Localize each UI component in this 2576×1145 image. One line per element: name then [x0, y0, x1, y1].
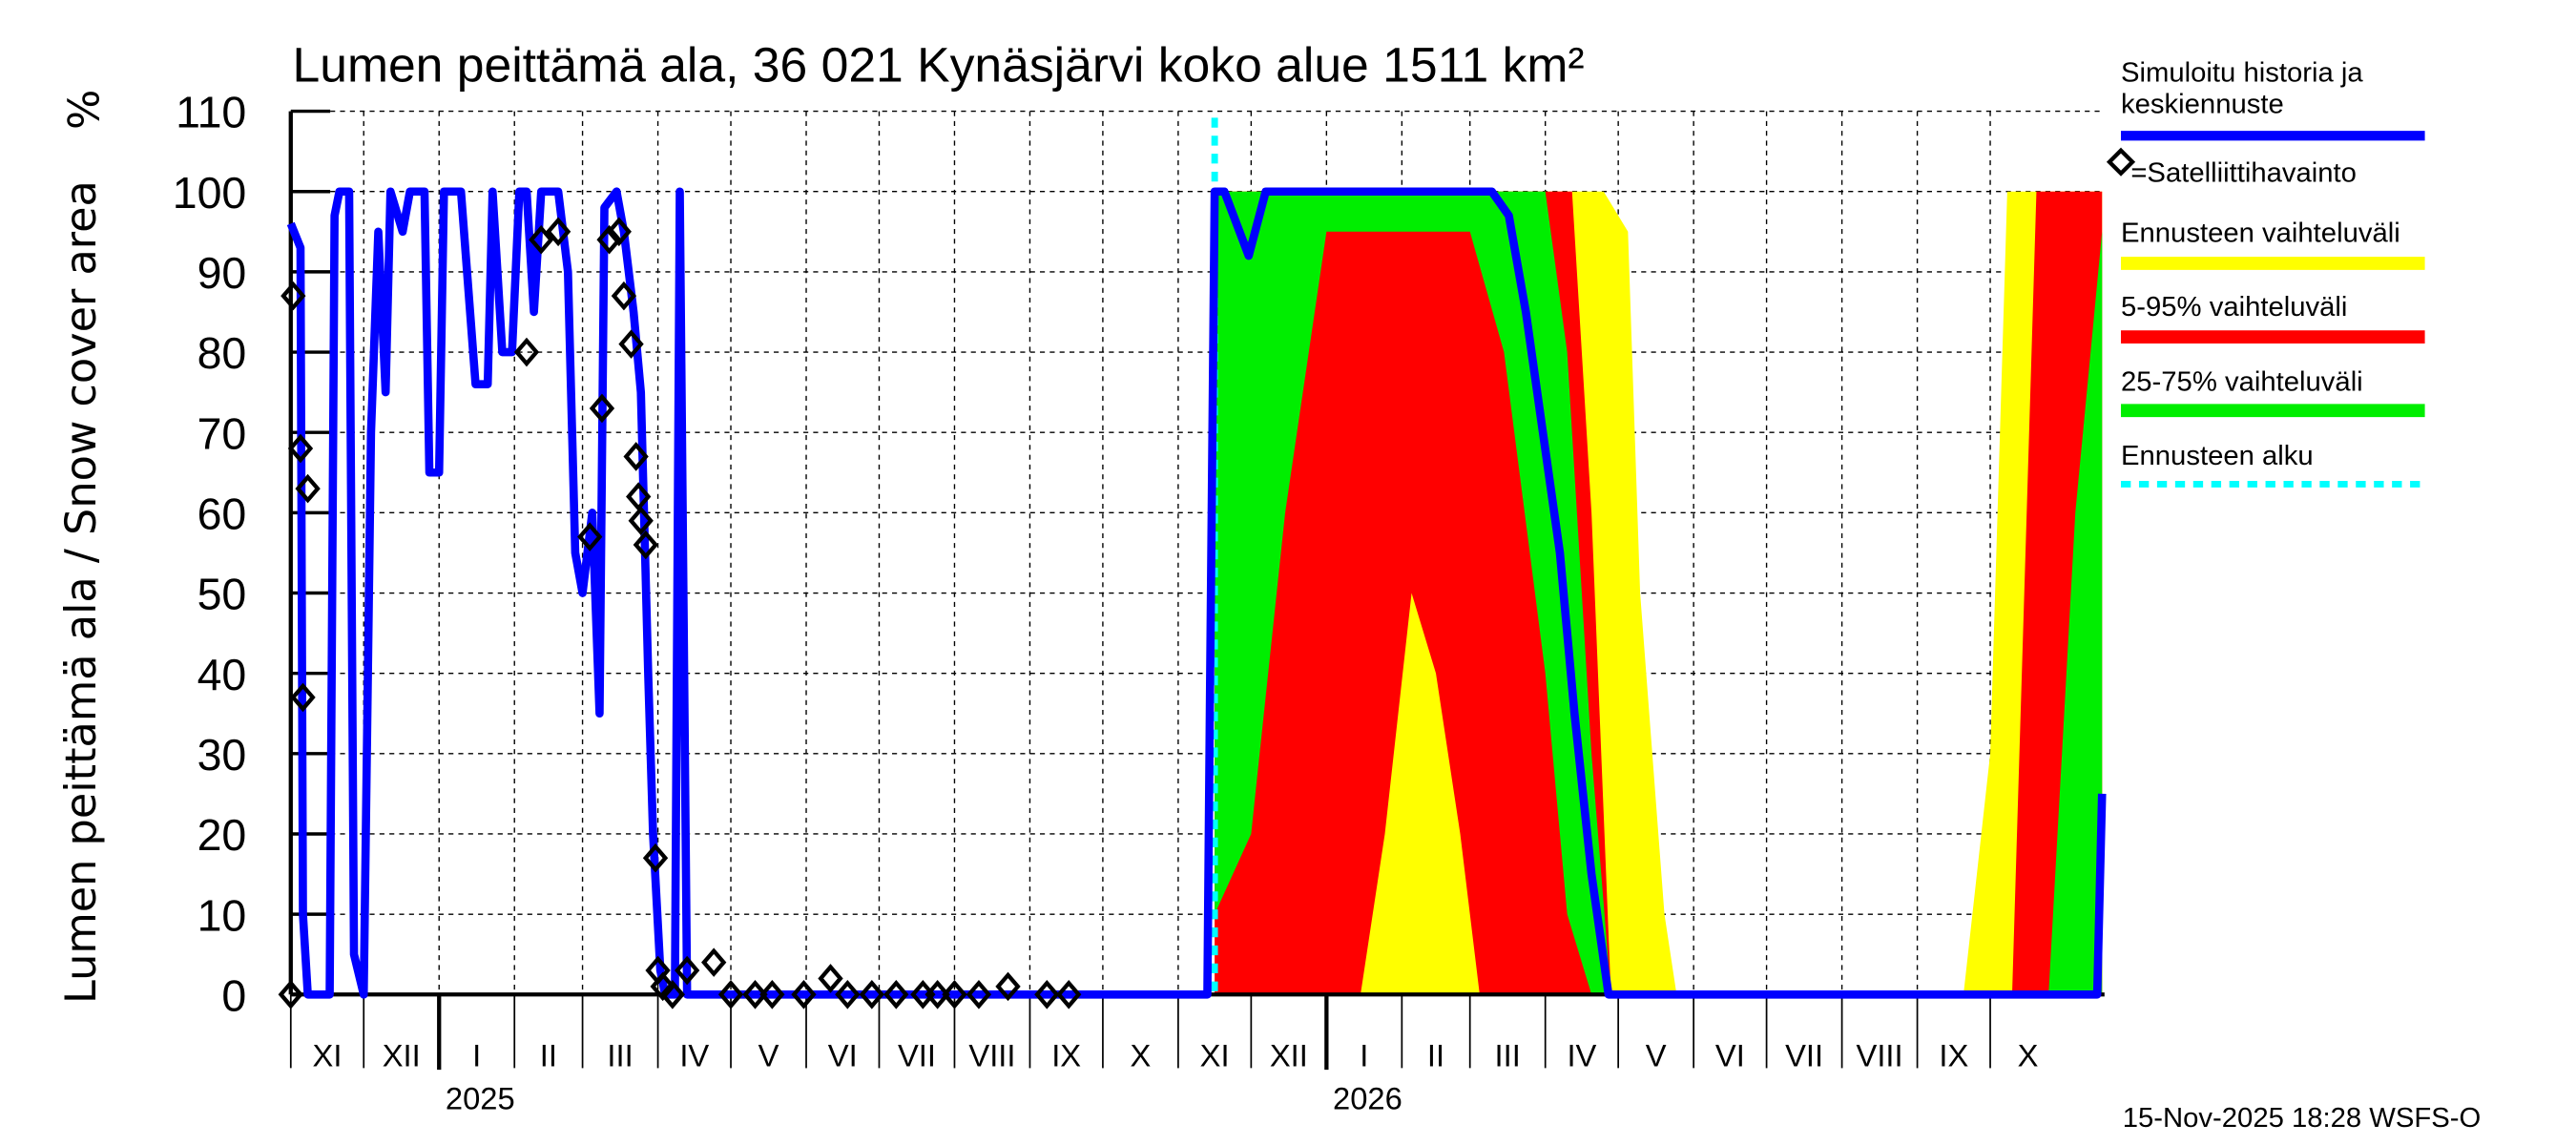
observation-point	[611, 281, 637, 311]
month-label: IX	[1051, 1038, 1081, 1073]
legend-label-history-2: keskiennuste	[2121, 89, 2284, 119]
observation-point	[513, 337, 540, 367]
month-label: XII	[1270, 1038, 1308, 1073]
series-line-history	[286, 187, 2107, 999]
month-label: VII	[898, 1038, 936, 1073]
observations	[278, 217, 1082, 1010]
observation-point	[295, 473, 321, 504]
month-label: X	[2018, 1038, 2039, 1073]
observation-point	[628, 506, 654, 536]
month-label: IV	[679, 1038, 709, 1073]
y-tick-label: 50	[197, 570, 247, 619]
month-label: VIII	[1857, 1038, 1903, 1073]
month-label: V	[758, 1038, 779, 1073]
y-tick-label: 20	[197, 810, 247, 860]
month-label: I	[1360, 1038, 1368, 1073]
y-tick-label: 30	[197, 730, 247, 780]
y-tick-label: 0	[221, 971, 246, 1021]
month-label: XII	[383, 1038, 421, 1073]
observation-point	[577, 522, 603, 552]
month-label: II	[540, 1038, 557, 1073]
legend-label-5-95: 5-95% vaihteluväli	[2121, 292, 2347, 323]
observation-point	[1056, 979, 1082, 1010]
legend-label-range: Ennusteen vaihteluväli	[2121, 219, 2400, 249]
observation-point	[883, 979, 909, 1010]
month-label: V	[1646, 1038, 1667, 1073]
month-label: XI	[313, 1038, 343, 1073]
month-label: III	[607, 1038, 633, 1073]
observation-point	[606, 217, 632, 247]
band-5-95-vaihteluv-li	[1215, 191, 2103, 995]
month-label: I	[472, 1038, 481, 1073]
y-tick-label: 90	[197, 248, 247, 298]
month-label: VIII	[968, 1038, 1015, 1073]
month-label: X	[1131, 1038, 1152, 1073]
observation-point	[589, 393, 615, 424]
observation-point	[633, 530, 658, 560]
year-label: 2026	[1333, 1080, 1402, 1115]
observation-point	[618, 329, 644, 359]
y-tick-label: 80	[197, 328, 247, 378]
observation-point	[280, 281, 306, 311]
y-tick-label: 100	[173, 168, 247, 218]
legend-label-history-1: Simuloitu historia ja	[2121, 58, 2363, 89]
month-label: II	[1427, 1038, 1444, 1073]
observation-point	[674, 955, 700, 986]
observation-point	[545, 217, 571, 247]
bands	[1211, 117, 2103, 995]
observation-point	[859, 979, 884, 1010]
month-label: VI	[1715, 1038, 1745, 1073]
band-25-75-vaihteluv-li	[1215, 191, 2103, 995]
observation-point	[529, 224, 554, 255]
legend-diamond-icon	[2106, 147, 2136, 177]
observation-point	[835, 979, 861, 1010]
footer-timestamp: 15-Nov-2025 18:28 WSFS-O	[2123, 1103, 2482, 1134]
month-label: IV	[1567, 1038, 1596, 1073]
month-label: XI	[1200, 1038, 1230, 1073]
observation-point	[791, 979, 817, 1010]
observation-point	[626, 482, 652, 511]
month-label: III	[1495, 1038, 1521, 1073]
legend-label-25-75: 25-75% vaihteluväli	[2121, 367, 2363, 398]
observation-point	[995, 971, 1021, 1002]
year-label: 2025	[446, 1080, 515, 1115]
month-label: IX	[1939, 1038, 1968, 1073]
observation-point	[966, 979, 992, 1010]
legend-label-forecast-start: Ennusteen alku	[2121, 441, 2314, 471]
month-label: VII	[1785, 1038, 1823, 1073]
observation-point	[942, 979, 967, 1010]
observation-point	[701, 947, 727, 977]
observation-point	[717, 979, 744, 1010]
y-tick-label: 110	[176, 88, 246, 137]
observation-point	[659, 979, 686, 1010]
observation-point	[623, 442, 649, 471]
observation-point	[650, 971, 675, 1002]
observation-point	[924, 979, 950, 1010]
y-tick-label: 70	[197, 408, 247, 458]
observation-point	[596, 224, 622, 255]
y-unit: %	[59, 90, 109, 130]
y-tick-label: 10	[197, 890, 247, 940]
observation-point	[642, 843, 669, 873]
legend: Simuloitu historia ja keskiennuste =Sate…	[2106, 58, 2425, 488]
y-axis-label: Lumen peittämä ala / Snow cover area	[56, 180, 106, 1004]
series-lines	[286, 187, 2107, 999]
observation-point	[742, 979, 768, 1010]
month-label: VI	[828, 1038, 858, 1073]
observation-point	[818, 964, 843, 993]
observation-point	[759, 979, 785, 1010]
observation-point	[278, 979, 303, 1010]
y-tick-label: 60	[197, 489, 247, 539]
observation-point	[287, 433, 314, 464]
legend-label-satellite: =Satelliittihavainto	[2130, 157, 2357, 188]
observation-point	[1034, 979, 1060, 1010]
y-tick-label: 40	[197, 650, 247, 699]
chart-title: Lumen peittämä ala, 36 021 Kynäsjärvi ko…	[293, 37, 1585, 93]
observation-point	[290, 682, 316, 713]
